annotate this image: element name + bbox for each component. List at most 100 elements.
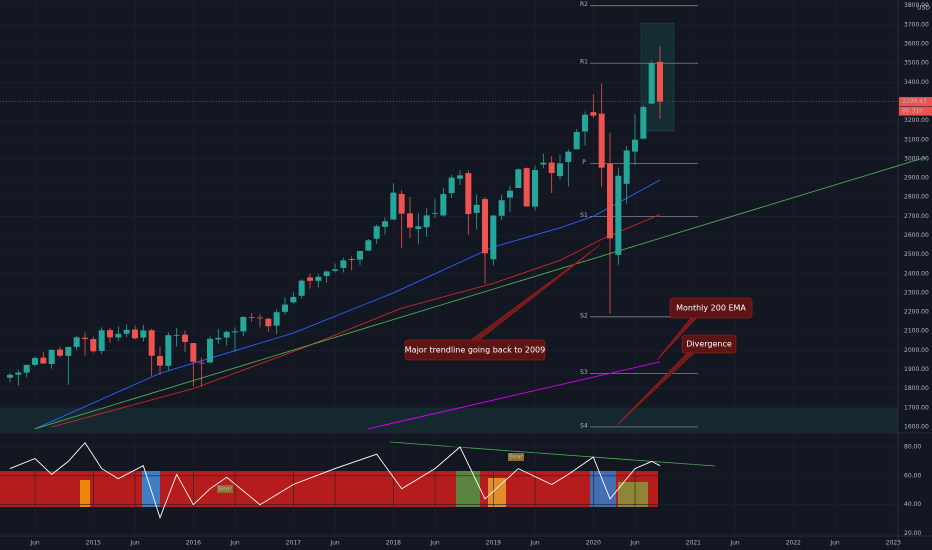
- candle-body: [90, 339, 97, 352]
- bear-label: Bear: [218, 486, 232, 493]
- candle-body: [348, 259, 355, 260]
- bear-tag: [217, 485, 233, 493]
- x-tick-label: Jun: [429, 540, 440, 547]
- candle-body: [523, 168, 530, 207]
- candle-body: [548, 162, 555, 174]
- candle-body: [290, 296, 297, 303]
- candle-body: [15, 372, 22, 375]
- candle-body: [382, 221, 388, 227]
- callout-text: Major trendline going back to 2009: [405, 346, 545, 355]
- y-tick-label: 2200.00: [904, 309, 929, 316]
- x-tick-label: Jun: [529, 540, 540, 547]
- candle-body: [340, 260, 347, 268]
- y-tick-label: 2500.00: [904, 251, 929, 258]
- callout-box: [669, 297, 753, 319]
- osc-tick-label: 60.00: [904, 472, 921, 479]
- pivot-label: S3: [580, 369, 588, 376]
- y-tick-label: 3800.00: [904, 2, 929, 9]
- candle-body: [73, 337, 80, 347]
- x-tick-label: Jun: [629, 540, 640, 547]
- heat-block: [488, 478, 506, 507]
- pivot-label: S4: [580, 422, 588, 429]
- candle-body: [373, 226, 380, 239]
- candle-body: [465, 173, 472, 215]
- last-price-label: 3299.43: [902, 98, 927, 105]
- candle-body: [540, 162, 547, 165]
- y-tick-label: 1900.00: [904, 366, 929, 373]
- candle-body: [423, 215, 430, 228]
- candle-body: [390, 192, 397, 220]
- candle-body: [132, 329, 138, 339]
- candle-body: [440, 194, 447, 216]
- x-tick-label: 2021: [686, 540, 701, 547]
- zone: [0, 408, 898, 432]
- candle-body: [532, 170, 538, 207]
- y-tick-label: 3600.00: [904, 41, 929, 48]
- y-tick-label: 2100.00: [904, 328, 929, 335]
- callout-text: Divergence: [686, 340, 732, 349]
- candle-body: [498, 200, 505, 216]
- countdown-label: 80 31h: [902, 108, 923, 115]
- candle-body: [48, 349, 55, 364]
- candle-body: [315, 276, 322, 281]
- y-tick-label: 2000.00: [904, 347, 929, 354]
- candle-body: [490, 215, 497, 260]
- x-tick-label: 2017: [286, 540, 301, 547]
- candle-body: [248, 317, 255, 319]
- countdown-tag: [899, 106, 932, 116]
- callout-arrow: [470, 244, 601, 341]
- candle-body: [123, 329, 130, 334]
- callout-box: [404, 339, 546, 361]
- candle-body: [457, 175, 463, 179]
- divergence-line: [389, 441, 716, 467]
- y-tick-label: 2300.00: [904, 289, 929, 296]
- candle-body: [182, 334, 188, 342]
- y-tick-label: 2600.00: [904, 232, 929, 239]
- candle-body: [240, 317, 247, 332]
- candle-body: [307, 277, 313, 281]
- candle-body: [23, 364, 30, 373]
- x-tick-label: Jun: [729, 540, 740, 547]
- candle-body: [598, 113, 605, 168]
- candle-body: [507, 190, 513, 198]
- candle-body: [332, 269, 338, 271]
- candle-body: [398, 193, 405, 214]
- candle-body: [65, 346, 72, 356]
- candle-body: [632, 139, 638, 152]
- heatmap: [0, 471, 658, 507]
- candle-body: [482, 199, 488, 254]
- y-tick-label: 1700.00: [904, 404, 929, 411]
- candle-body: [40, 357, 47, 364]
- y-tick-label: 1600.00: [904, 423, 929, 430]
- osc-tick-label: 80.00: [904, 443, 921, 450]
- candle-body: [448, 177, 455, 194]
- candle-body: [615, 175, 622, 255]
- candle-body: [223, 331, 230, 338]
- y-tick-label: 2400.00: [904, 270, 929, 277]
- y-tick-label: 2800.00: [904, 194, 929, 201]
- candle-body: [415, 226, 422, 229]
- candle-body: [282, 304, 288, 312]
- y-tick-label: 2900.00: [904, 175, 929, 182]
- bear-label: Bear: [509, 454, 523, 461]
- candle-body: [157, 356, 163, 366]
- callout-arrow: [616, 334, 714, 426]
- x-tick-label: Jun: [29, 540, 40, 547]
- pivot-label: R2: [580, 1, 588, 8]
- candle-body: [107, 330, 113, 338]
- y-tick-label: 3500.00: [904, 60, 929, 67]
- candle-body: [298, 280, 305, 296]
- candle-body: [173, 335, 180, 336]
- candle-body: [323, 271, 330, 277]
- y-tick-label: 3000.00: [904, 155, 929, 162]
- candle-body: [648, 63, 655, 104]
- indicator-line: [34, 156, 927, 430]
- oscillator-line: [9, 441, 661, 520]
- pivot-label: P: [582, 159, 586, 166]
- pivot-label: R1: [580, 59, 588, 66]
- x-tick-label: Jun: [129, 540, 140, 547]
- callout-box: [681, 334, 737, 354]
- candle-body: [640, 107, 647, 139]
- bear-tag: [508, 453, 524, 461]
